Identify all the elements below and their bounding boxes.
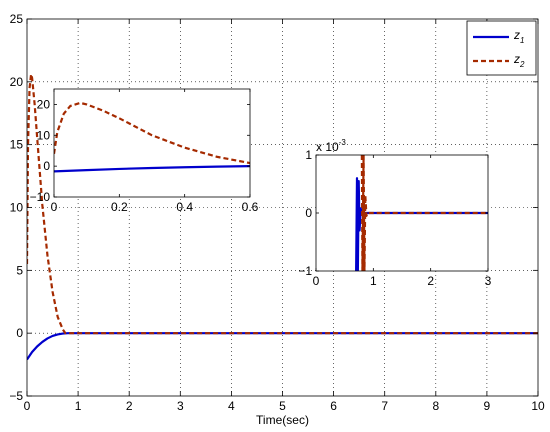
y-tick-label: 20 xyxy=(10,75,24,89)
x-tick-label: 1 xyxy=(370,274,377,288)
x-tick-label: 0.2 xyxy=(111,200,128,214)
y-tick-label: 25 xyxy=(10,12,24,26)
series-line-z2 xyxy=(360,155,488,271)
y-tick-label: 0 xyxy=(16,326,23,340)
y-tick-label: −10 xyxy=(30,190,51,204)
inset-right-series-group xyxy=(355,155,488,271)
x-tick-label: 0.4 xyxy=(176,200,193,214)
x-tick-label: 6 xyxy=(330,399,337,413)
x-tick-label: 1 xyxy=(75,399,82,413)
x-tick-label: 7 xyxy=(381,399,388,413)
chart-inset-right: 0 1 2 3−101 xyxy=(298,148,491,288)
x-tick-label: 10 xyxy=(531,399,545,413)
main-series-group xyxy=(27,73,538,361)
y-tick-label: 0 xyxy=(305,206,312,220)
x-tick-label: 0.6 xyxy=(242,200,259,214)
x-axis-label: Time(sec) xyxy=(256,413,309,427)
inset-left-series-group xyxy=(54,101,250,173)
x-tick-label: 0 xyxy=(51,200,58,214)
y-tick-label: 15 xyxy=(10,138,24,152)
series-line-z1 xyxy=(54,165,250,173)
y-tick-label: 10 xyxy=(10,201,24,215)
y-tick-label: −1 xyxy=(298,264,312,278)
inset-left-background xyxy=(54,89,250,197)
series-line-z2 xyxy=(27,73,538,335)
x-tick-label: 8 xyxy=(432,399,439,413)
x-tick-label: 5 xyxy=(279,399,286,413)
y-tick-label: −5 xyxy=(9,389,23,403)
y-tick-label: 20 xyxy=(37,97,51,111)
x-tick-label: 3 xyxy=(177,399,184,413)
y-tick-label: 10 xyxy=(37,128,51,142)
legend-label-z1: z1 xyxy=(513,28,524,45)
y-tick-label: 0 xyxy=(43,159,50,173)
x-tick-label: 2 xyxy=(427,274,434,288)
y-tick-label: 5 xyxy=(16,263,23,277)
x-tick-label: 3 xyxy=(485,274,492,288)
x-tick-label: 9 xyxy=(484,399,491,413)
x-tick-label: 0 xyxy=(24,399,31,413)
inset-left-axes-frame xyxy=(53,88,251,198)
legend-box xyxy=(466,20,537,76)
x-tick-label: 0 xyxy=(313,274,320,288)
y-tick-label: 1 xyxy=(305,148,312,162)
x-tick-label: 2 xyxy=(126,399,133,413)
x-tick-label: 4 xyxy=(228,399,235,413)
